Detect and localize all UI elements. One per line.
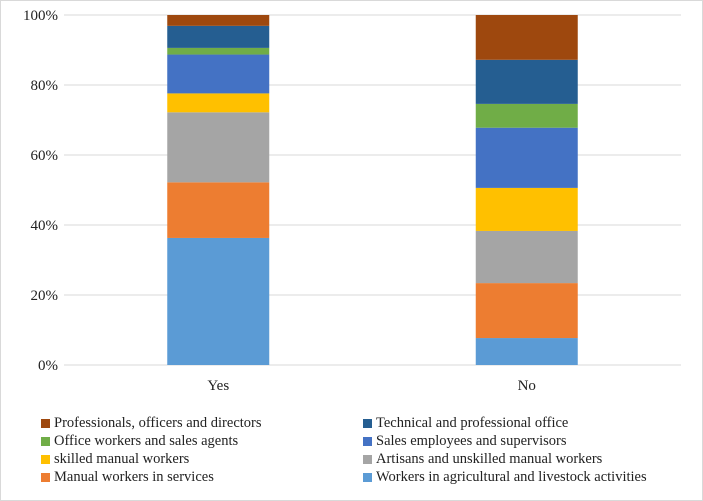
bar-segment <box>167 237 270 365</box>
y-tick-label: 100% <box>23 8 58 24</box>
bar-segment <box>167 47 270 55</box>
x-tick-label: No <box>518 378 536 394</box>
bar-segment <box>475 187 578 231</box>
bar-segment <box>167 112 270 183</box>
plot-area: 0% 20% 40% 60% 80% 100% Yes No <box>23 8 681 394</box>
legend-item: Artisans and unskilled manual workers <box>363 451 681 468</box>
bar-segment <box>475 127 578 188</box>
bar-segment <box>475 230 578 284</box>
legend-item: Professionals, officers and directors <box>41 415 363 432</box>
legend: Professionals, officers and directors Tec… <box>41 415 681 486</box>
y-tick-label: 20% <box>31 288 59 304</box>
bar-segment <box>167 54 270 94</box>
bar-segment <box>167 182 270 238</box>
bar-segment <box>167 15 270 26</box>
bar-segment <box>475 59 578 104</box>
y-tick-label: 0% <box>38 358 58 374</box>
y-tick-label: 40% <box>31 218 59 234</box>
legend-label: Sales employees and supervisors <box>376 433 567 449</box>
bar-segment <box>167 25 270 48</box>
legend-item: Workers in agricultural and livestock ac… <box>363 469 681 486</box>
legend-item: Manual workers in services <box>41 469 363 486</box>
legend-label: Professionals, officers and directors <box>54 415 262 431</box>
y-tick-label: 60% <box>31 148 59 164</box>
legend-swatch <box>363 419 372 428</box>
legend-label: Manual workers in services <box>54 469 214 485</box>
legend-item: Office workers and sales agents <box>41 433 363 450</box>
legend-item: Sales employees and supervisors <box>363 433 681 450</box>
legend-item: skilled manual workers <box>41 451 363 468</box>
legend-label: skilled manual workers <box>54 451 190 467</box>
y-tick-label: 80% <box>31 78 59 94</box>
bar-segment <box>475 15 578 60</box>
legend-label: Office workers and sales agents <box>54 433 239 449</box>
legend-swatch <box>363 437 372 446</box>
bar-segment <box>475 338 578 365</box>
legend-swatch <box>41 437 50 446</box>
legend-item: Technical and professional office <box>363 415 681 432</box>
legend-swatch <box>363 473 372 482</box>
legend-swatch <box>41 473 50 482</box>
legend-swatch <box>41 455 50 464</box>
legend-swatch <box>363 455 372 464</box>
legend-label: Workers in agricultural and livestock ac… <box>376 469 647 485</box>
x-tick-label: Yes <box>207 378 229 394</box>
legend-label: Artisans and unskilled manual workers <box>376 451 603 467</box>
bar-segment <box>475 103 578 128</box>
legend-swatch <box>41 419 50 428</box>
bar-segment <box>167 93 270 113</box>
bar-segment <box>475 283 578 339</box>
legend-label: Technical and professional office <box>376 415 569 431</box>
